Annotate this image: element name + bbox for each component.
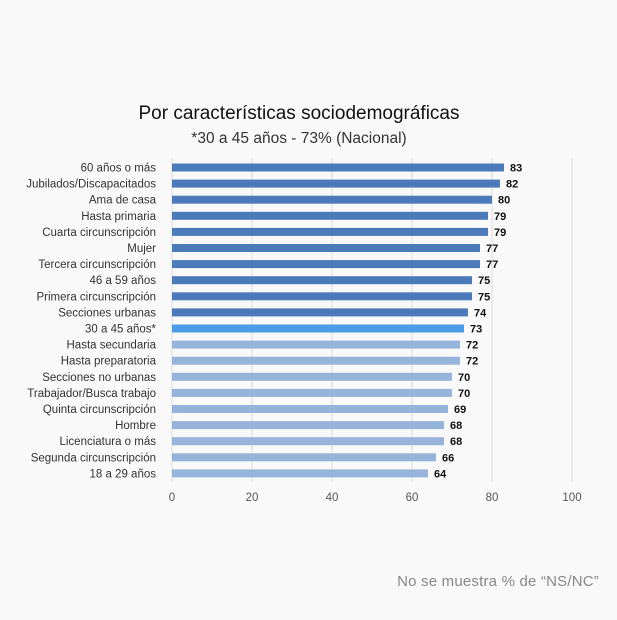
category-label: Quinta circunscripción — [43, 404, 156, 416]
category-label: Licenciatura o más — [59, 436, 156, 448]
bar — [172, 405, 448, 413]
bar — [172, 244, 480, 252]
chart-subtitle: *30 a 45 años - 73% (Nacional) — [191, 130, 406, 147]
category-label: 60 años o más — [81, 163, 157, 175]
value-label: 75 — [478, 291, 490, 303]
value-label: 80 — [498, 195, 510, 207]
x-tick-label: 40 — [326, 492, 339, 504]
category-label: Cuarta circunscripción — [42, 227, 156, 239]
footnote: No se muestra % de “NS/NC” — [397, 573, 599, 590]
bar — [172, 180, 500, 188]
x-tick-label: 60 — [406, 492, 419, 504]
category-label: Hasta secundaria — [67, 340, 157, 352]
bar — [172, 260, 480, 268]
category-label: Primera circunscripción — [36, 291, 156, 303]
category-label: Ama de casa — [89, 195, 157, 207]
value-label: 64 — [434, 468, 447, 480]
bar — [172, 196, 492, 204]
value-label: 70 — [458, 372, 470, 384]
value-label: 75 — [478, 275, 490, 287]
bar — [172, 212, 488, 220]
bar — [172, 164, 504, 172]
category-label: Tercera circunscripción — [38, 259, 156, 271]
category-label: Jubilados/Discapacitados — [26, 179, 156, 191]
category-label: 18 a 29 años — [89, 468, 156, 480]
bar — [172, 421, 444, 429]
bar — [172, 341, 460, 349]
category-label: 30 a 45 años* — [85, 324, 157, 336]
bar — [172, 357, 460, 365]
value-label: 79 — [494, 211, 506, 223]
bar — [172, 453, 436, 461]
category-label: Segunda circunscripción — [31, 452, 156, 464]
category-label: Hasta primaria — [81, 211, 156, 223]
bar — [172, 469, 428, 477]
value-label: 72 — [466, 356, 478, 368]
bar — [172, 308, 468, 316]
value-label: 77 — [486, 259, 498, 271]
x-axis-ticks: 0 20 40 60 80 100 — [169, 492, 582, 504]
x-tick-label: 100 — [562, 492, 581, 504]
value-label: 70 — [458, 388, 470, 400]
category-label: 46 a 59 años — [89, 275, 156, 287]
bar — [172, 228, 488, 236]
category-label: Mujer — [127, 243, 156, 255]
value-label: 74 — [474, 307, 487, 319]
value-label: 77 — [486, 243, 498, 255]
category-label: Secciones urbanas — [58, 307, 156, 319]
value-label: 83 — [510, 163, 522, 175]
x-tick-label: 0 — [169, 492, 175, 504]
value-label: 66 — [442, 452, 454, 464]
value-label: 69 — [454, 404, 466, 416]
bar — [172, 325, 464, 333]
category-label: Secciones no urbanas — [42, 372, 156, 384]
category-label: Hombre — [115, 420, 156, 432]
bar — [172, 276, 472, 284]
bar — [172, 373, 452, 381]
value-labels: 83 82 80 79 79 77 77 75 75 74 73 72 72 70 70 69 68 68 66 64 — [434, 163, 522, 481]
grid — [172, 158, 572, 482]
bar — [172, 389, 452, 397]
value-label: 72 — [466, 340, 478, 352]
category-label: Trabajador/Busca trabajo — [27, 388, 156, 400]
bar — [172, 437, 444, 445]
category-labels: 60 años o más Jubilados/Discapacitados Ama… — [26, 163, 156, 481]
value-label: 68 — [450, 420, 462, 432]
value-label: 73 — [470, 324, 482, 336]
category-label: Hasta preparatoria — [61, 356, 157, 368]
bar — [172, 292, 472, 300]
x-tick-label: 20 — [246, 492, 259, 504]
value-label: 68 — [450, 436, 462, 448]
value-label: 79 — [494, 227, 506, 239]
chart-title: Por características sociodemográficas — [138, 103, 459, 124]
x-tick-label: 80 — [486, 492, 499, 504]
value-label: 82 — [506, 179, 518, 191]
